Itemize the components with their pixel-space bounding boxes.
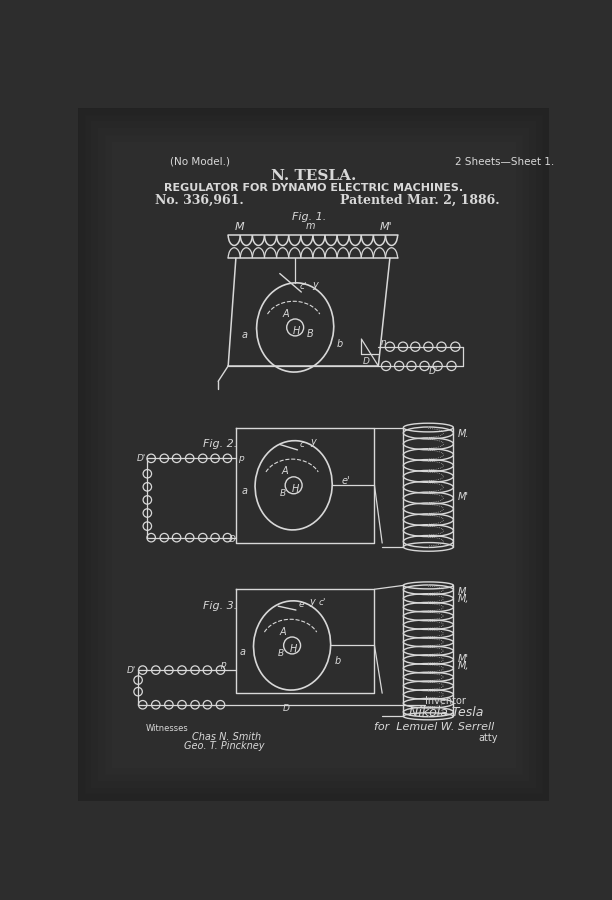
- Text: B: B: [280, 489, 286, 498]
- Text: N. TESLA.: N. TESLA.: [271, 169, 356, 183]
- Text: a: a: [240, 646, 246, 657]
- Text: 2 Sheets—Sheet 1.: 2 Sheets—Sheet 1.: [455, 157, 554, 166]
- Text: A: A: [281, 466, 288, 476]
- Text: H: H: [291, 484, 299, 494]
- Text: D: D: [283, 704, 289, 713]
- Text: No. 336,961.: No. 336,961.: [155, 194, 244, 207]
- Text: D': D': [429, 367, 438, 376]
- Text: M': M': [457, 653, 468, 663]
- Text: B: B: [278, 649, 285, 658]
- Text: c: c: [300, 440, 305, 449]
- Text: REGULATOR FOR DYNAMO ELECTRIC MACHINES.: REGULATOR FOR DYNAMO ELECTRIC MACHINES.: [164, 183, 463, 194]
- Text: M': M': [379, 222, 392, 232]
- Text: D: D: [229, 536, 236, 544]
- Text: p: p: [220, 661, 226, 670]
- Text: B: B: [307, 328, 314, 338]
- Text: e: e: [298, 600, 304, 609]
- Text: D': D': [127, 666, 136, 675]
- Text: e': e': [341, 476, 350, 486]
- Text: b: b: [337, 339, 343, 349]
- Text: (No Model.): (No Model.): [170, 157, 231, 166]
- Text: atty: atty: [479, 733, 498, 742]
- Text: y: y: [312, 280, 318, 290]
- Text: M,: M,: [457, 662, 469, 671]
- Text: Nikola Tesla: Nikola Tesla: [409, 706, 483, 719]
- Text: y: y: [309, 598, 315, 608]
- Text: b: b: [334, 656, 341, 666]
- Text: n: n: [381, 338, 386, 347]
- Text: a: a: [241, 487, 247, 497]
- Text: Inventor: Inventor: [425, 696, 465, 706]
- Text: m: m: [306, 220, 315, 230]
- Text: M,: M,: [457, 594, 469, 604]
- Text: y: y: [310, 437, 316, 447]
- Text: D': D': [136, 454, 146, 463]
- Text: Fig. 2.: Fig. 2.: [203, 439, 237, 449]
- Text: p: p: [238, 454, 244, 463]
- Text: Patented Mar. 2, 1886.: Patented Mar. 2, 1886.: [340, 194, 499, 207]
- Text: D: D: [363, 356, 370, 365]
- Text: M: M: [235, 222, 245, 232]
- Text: c': c': [319, 598, 327, 607]
- Text: for  Lemuel W. Serrell: for Lemuel W. Serrell: [375, 722, 494, 732]
- Text: Fig. 3.: Fig. 3.: [203, 601, 237, 611]
- Text: A: A: [280, 626, 286, 636]
- Text: H: H: [293, 326, 300, 336]
- Text: M': M': [457, 491, 468, 502]
- Text: Chas N. Smith: Chas N. Smith: [192, 732, 261, 742]
- Text: Witnesses: Witnesses: [146, 724, 188, 733]
- Text: A: A: [283, 309, 289, 319]
- Text: H: H: [290, 644, 297, 654]
- Text: M: M: [457, 587, 466, 597]
- Text: Geo. T. Pinckney: Geo. T. Pinckney: [184, 742, 265, 751]
- Text: a: a: [241, 330, 247, 340]
- Text: Fig. 1.: Fig. 1.: [292, 212, 326, 222]
- Text: M.: M.: [457, 428, 469, 438]
- Text: c': c': [300, 282, 307, 291]
